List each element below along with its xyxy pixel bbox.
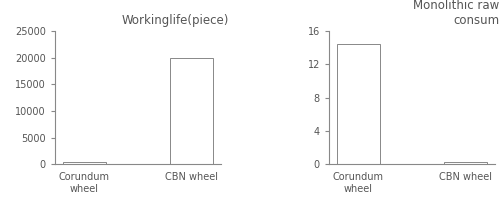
Bar xyxy=(444,162,488,164)
Bar xyxy=(170,58,214,164)
Bar xyxy=(336,44,380,164)
Bar xyxy=(62,162,106,164)
Text: Monolithic raw material
consumption(kg): Monolithic raw material consumption(kg) xyxy=(414,0,500,27)
Text: Workinglife(piece): Workinglife(piece) xyxy=(122,14,230,27)
